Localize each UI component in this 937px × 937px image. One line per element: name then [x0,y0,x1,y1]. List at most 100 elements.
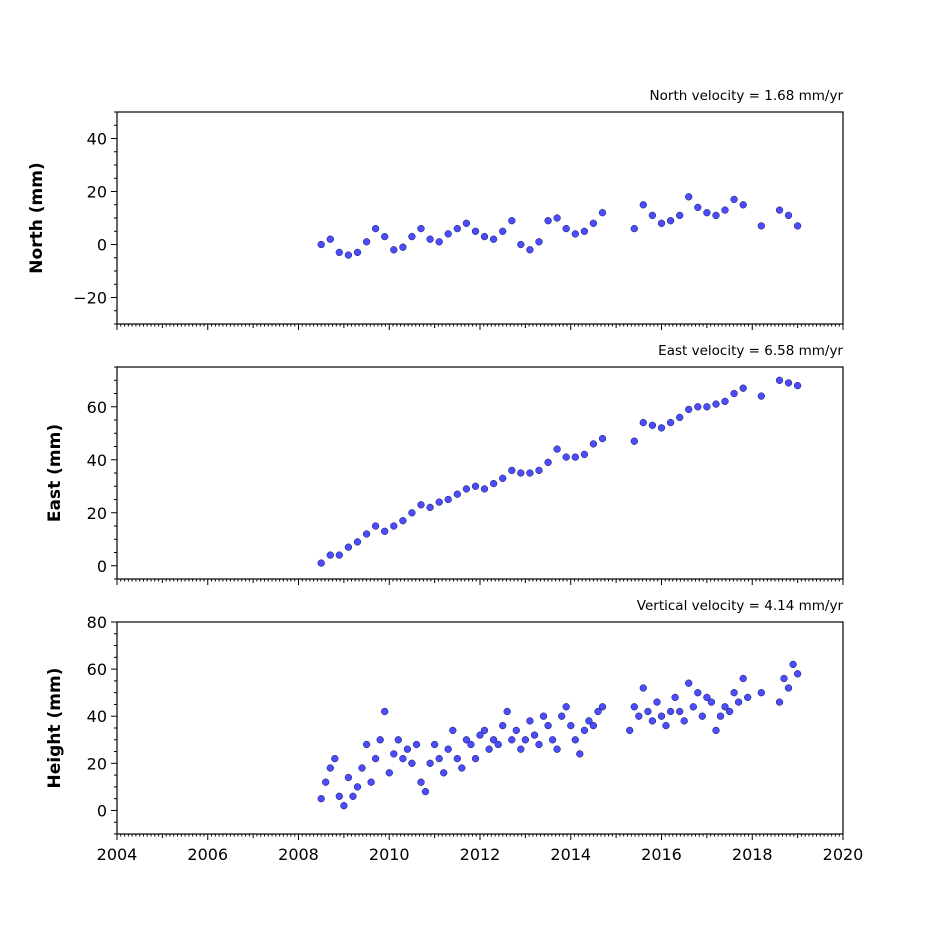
height-data-point [744,693,752,702]
north-data-point [335,248,343,257]
east-data-point [553,445,561,453]
east-data-point [562,453,570,461]
east-data-point [326,551,334,559]
east-data-point [580,450,589,459]
east-data-point [317,559,325,567]
north-data-point [444,230,452,238]
north-data-point [580,227,589,235]
height-data-point [562,703,570,711]
north-data-point [471,227,480,235]
height-data-point [689,703,697,711]
height-data-point [453,754,461,763]
height-data-point [349,792,357,800]
east-data-point [685,405,693,414]
north-y-tick-label: 0 [97,236,107,255]
height-data-point [589,721,598,730]
height-data-point [662,721,670,730]
east-data-point [453,490,461,498]
east-data-point [739,384,747,392]
height-data-point [644,707,652,716]
height-data-point [521,736,530,744]
height-data-point [598,703,607,711]
north-velocity-label: North velocity = 1.68 mm/yr [650,88,844,104]
east-data-point [344,543,353,551]
north-data-point [517,240,525,249]
height-data-point [703,693,711,702]
height-data-point [530,731,539,739]
height-data-point [417,778,425,786]
height-data-point [403,745,412,753]
height-data-point [648,717,657,725]
height-data-point [585,717,593,725]
height-data-point [371,754,380,763]
height-data-point [385,769,393,777]
north-data-point [630,224,638,233]
height-data-point [680,717,688,725]
east-data-point [598,434,607,443]
height-data-point [512,726,520,735]
east-data-point [353,538,362,546]
height-x-tick-label: 2010 [369,845,410,864]
north-data-point [648,211,657,220]
height-data-point [508,736,516,744]
east-ticks: 0 20 40 60 [87,366,844,585]
north-data-point [739,201,747,209]
height-y-tick-label: 0 [97,801,107,820]
east-data-point [589,440,598,448]
height-x-tick-label: 2012 [460,845,501,864]
north-data-point [703,209,711,217]
east-data-point [757,392,765,400]
north-data-point [499,227,507,235]
east-data-point [390,522,398,530]
height-data-point [430,740,439,749]
east-data-point [721,397,729,406]
north-data-point [562,224,570,233]
height-data-point [489,736,498,744]
east-y-tick-label: 20 [87,504,107,523]
height-data-point [712,726,720,735]
east-data-point [775,376,784,384]
height-data-point [322,778,330,786]
north-data-point [730,195,738,204]
north-data-point [480,232,489,241]
height-x-tick-label: 2008 [278,845,319,864]
height-x-tick-label: 2004 [97,845,138,864]
height-data-point [716,712,725,720]
height-data-point [458,764,466,772]
east-panel: 0 20 40 60 East velocity = 6.58 mm/yr East … [45,343,844,585]
north-data-point [417,224,425,233]
north-data-point [426,235,434,243]
height-data-point [739,674,747,683]
height-data-point [503,707,511,716]
east-data-point [426,503,434,512]
height-data-point [789,660,797,669]
height-data-point [358,764,366,772]
east-y-tick-label: 0 [97,557,107,576]
north-data-point [399,243,407,251]
north-data-point [657,219,666,227]
north-data-point [489,235,498,243]
height-data-point [485,745,493,753]
north-data-point [793,222,802,230]
height-data-point [567,721,575,730]
height-x-tick-label: 2018 [732,845,773,864]
east-data-point [471,482,480,490]
north-data-point [721,206,729,214]
height-data-point [526,717,534,725]
east-data-point [648,421,657,429]
east-data-point [666,418,675,427]
height-data-point [435,754,443,763]
height-data-point [394,736,402,744]
height-y-axis-title: Height (mm) [45,668,65,789]
height-data-point [657,712,666,720]
east-data-point [793,381,802,390]
height-data-point [408,759,416,767]
north-data-point [757,222,765,230]
height-data-point [362,740,371,749]
north-data-point [362,238,371,246]
height-data-point [630,703,638,711]
height-data-point [399,754,407,763]
east-y-axis-title: East (mm) [45,424,65,522]
height-data-point [376,736,384,744]
